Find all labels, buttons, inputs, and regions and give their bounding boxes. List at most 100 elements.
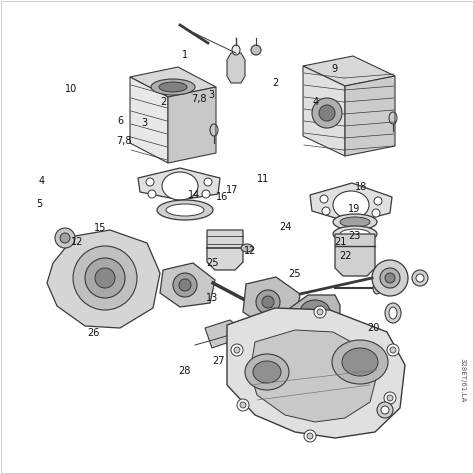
Text: 25: 25 (206, 258, 219, 268)
Ellipse shape (384, 392, 396, 404)
Ellipse shape (380, 268, 400, 288)
Text: 23: 23 (348, 231, 361, 241)
Ellipse shape (317, 309, 323, 315)
Ellipse shape (73, 246, 137, 310)
Polygon shape (47, 230, 160, 328)
Text: 13: 13 (206, 292, 218, 303)
Text: 1: 1 (182, 49, 188, 60)
Polygon shape (303, 66, 345, 156)
Text: 2: 2 (160, 97, 167, 107)
Ellipse shape (240, 402, 246, 408)
Polygon shape (345, 76, 395, 156)
Text: 26: 26 (88, 328, 100, 338)
Polygon shape (205, 320, 240, 348)
Ellipse shape (151, 79, 195, 95)
Text: 5: 5 (36, 199, 42, 209)
Ellipse shape (157, 200, 213, 220)
Ellipse shape (342, 348, 378, 376)
Ellipse shape (202, 190, 210, 198)
Ellipse shape (389, 307, 397, 319)
Ellipse shape (60, 233, 70, 243)
Ellipse shape (300, 300, 330, 324)
Polygon shape (130, 77, 168, 163)
Ellipse shape (390, 347, 396, 353)
Text: 20: 20 (367, 323, 380, 333)
Polygon shape (227, 308, 405, 438)
Text: 25: 25 (289, 269, 301, 279)
Polygon shape (243, 277, 300, 327)
Polygon shape (335, 234, 375, 276)
Ellipse shape (179, 279, 191, 291)
Ellipse shape (159, 82, 187, 92)
Text: 18: 18 (355, 182, 367, 192)
Text: 12: 12 (244, 246, 256, 256)
Polygon shape (207, 230, 243, 270)
Text: 22: 22 (339, 251, 351, 261)
Text: 10: 10 (65, 84, 77, 94)
Polygon shape (303, 56, 395, 86)
Ellipse shape (333, 226, 377, 242)
Ellipse shape (372, 209, 380, 217)
Text: 9: 9 (331, 64, 337, 74)
Ellipse shape (333, 214, 377, 230)
Polygon shape (227, 53, 245, 83)
Text: 328ET/61.LA: 328ET/61.LA (459, 358, 465, 402)
Ellipse shape (314, 306, 326, 318)
Ellipse shape (387, 395, 393, 401)
Ellipse shape (377, 402, 393, 418)
Ellipse shape (231, 344, 243, 356)
Text: 24: 24 (279, 221, 292, 232)
Text: 19: 19 (348, 203, 361, 214)
Ellipse shape (234, 347, 240, 353)
Ellipse shape (387, 344, 399, 356)
Ellipse shape (374, 197, 382, 205)
Ellipse shape (251, 45, 261, 55)
Text: 17: 17 (226, 184, 238, 195)
Ellipse shape (262, 296, 274, 308)
Ellipse shape (340, 229, 370, 239)
Polygon shape (160, 263, 215, 307)
Ellipse shape (162, 172, 198, 200)
Ellipse shape (385, 303, 401, 323)
Ellipse shape (232, 45, 240, 55)
Ellipse shape (319, 105, 335, 121)
Ellipse shape (245, 354, 289, 390)
Ellipse shape (381, 406, 389, 414)
Ellipse shape (173, 273, 197, 297)
Text: 3: 3 (208, 90, 214, 100)
Text: 21: 21 (334, 237, 346, 247)
Ellipse shape (307, 433, 313, 439)
Ellipse shape (416, 274, 424, 282)
Text: 4: 4 (39, 176, 45, 186)
Text: 12: 12 (71, 237, 83, 247)
Ellipse shape (332, 340, 388, 384)
Text: 4: 4 (312, 97, 318, 107)
Ellipse shape (412, 270, 428, 286)
Text: 2: 2 (272, 78, 278, 88)
Ellipse shape (241, 244, 253, 252)
Ellipse shape (322, 207, 330, 215)
Ellipse shape (55, 228, 75, 248)
Text: 6: 6 (118, 116, 124, 126)
Text: 7,8: 7,8 (191, 93, 207, 104)
Polygon shape (138, 168, 220, 200)
Ellipse shape (146, 178, 154, 186)
Text: 14: 14 (188, 190, 201, 201)
Ellipse shape (340, 217, 370, 227)
Ellipse shape (333, 191, 369, 219)
Ellipse shape (320, 195, 328, 203)
Ellipse shape (148, 190, 156, 198)
Text: 3: 3 (142, 118, 147, 128)
Ellipse shape (312, 98, 342, 128)
Ellipse shape (385, 273, 395, 283)
Ellipse shape (256, 290, 280, 314)
Polygon shape (168, 87, 216, 163)
Text: 27: 27 (213, 356, 225, 366)
Ellipse shape (166, 204, 204, 216)
Text: 11: 11 (257, 174, 269, 184)
Text: 7,8: 7,8 (117, 136, 132, 146)
Text: 28: 28 (179, 365, 191, 376)
Polygon shape (130, 67, 216, 97)
Ellipse shape (373, 282, 381, 294)
Text: 15: 15 (94, 223, 107, 234)
